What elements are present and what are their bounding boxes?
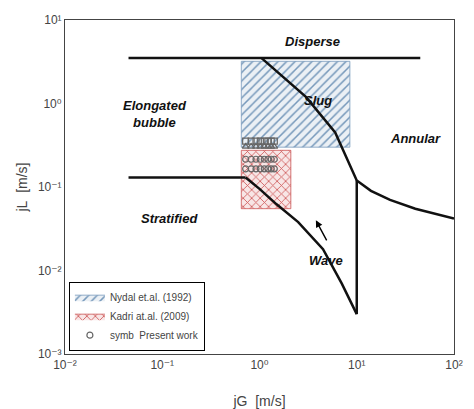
svg-text:10⁰: 10⁰ bbox=[43, 97, 61, 111]
svg-text:symb Present work: symb Present work bbox=[110, 330, 199, 341]
svg-text:jL [m/s]: jL [m/s] bbox=[14, 162, 30, 212]
svg-text:Disperse: Disperse bbox=[285, 34, 340, 49]
svg-text:jG [m/s]: jG [m/s] bbox=[232, 393, 285, 409]
svg-text:10⁻¹: 10⁻¹ bbox=[150, 358, 174, 372]
svg-text:10¹: 10¹ bbox=[348, 358, 365, 372]
svg-text:Kadri at.al. (2009): Kadri at.al. (2009) bbox=[110, 311, 190, 322]
svg-text:Elongatedbubble: Elongatedbubble bbox=[123, 98, 187, 130]
svg-text:10⁻²: 10⁻² bbox=[53, 358, 77, 372]
svg-text:10²: 10² bbox=[445, 358, 462, 372]
svg-text:10⁻²: 10⁻² bbox=[38, 264, 62, 278]
svg-text:10⁻¹: 10⁻¹ bbox=[38, 180, 62, 194]
svg-text:Annular: Annular bbox=[390, 131, 441, 146]
svg-text:Stratified: Stratified bbox=[141, 211, 198, 226]
svg-text:10⁻³: 10⁻³ bbox=[38, 347, 62, 361]
svg-text:Wave: Wave bbox=[309, 253, 343, 268]
svg-text:10⁰: 10⁰ bbox=[250, 358, 268, 372]
svg-text:Slug: Slug bbox=[304, 93, 332, 108]
svg-text:Nydal et.al. (1992): Nydal et.al. (1992) bbox=[110, 292, 192, 303]
svg-text:10¹: 10¹ bbox=[44, 13, 61, 27]
